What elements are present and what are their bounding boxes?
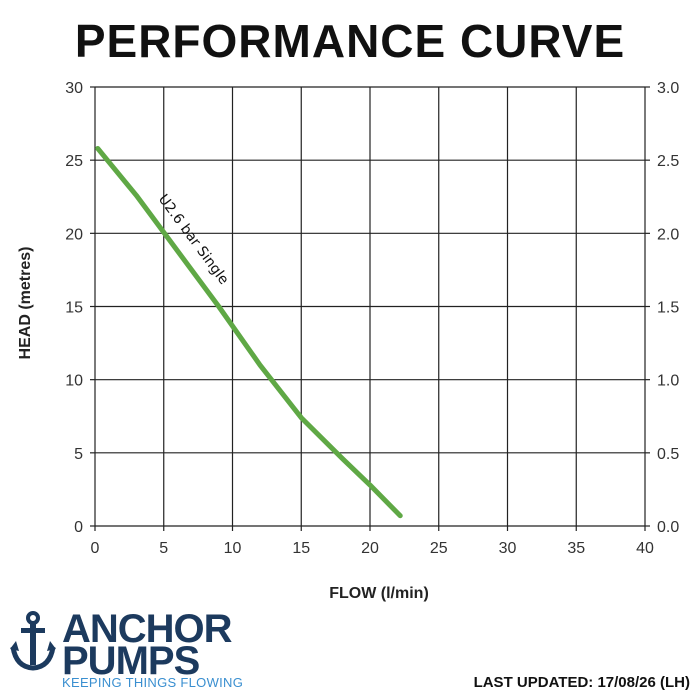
y-tick-label-right: 1.5 — [657, 300, 679, 317]
x-tick-label: 25 — [430, 540, 448, 557]
x-tick-label: 5 — [159, 540, 168, 557]
x-tick-label: 10 — [224, 540, 242, 557]
chart-grid — [90, 86, 650, 531]
page-title: PERFORMANCE CURVE — [74, 15, 626, 67]
y-tick-label-left: 25 — [65, 153, 83, 170]
y-tick-label-right: 1.0 — [657, 373, 679, 390]
y-tick-label-left: 20 — [65, 226, 83, 243]
y-tick-label-right: 2.0 — [657, 226, 679, 243]
y-tick-label-left: 15 — [65, 300, 83, 317]
logo-tagline: KEEPING THINGS FLOWING — [62, 675, 244, 690]
y-tick-label-right: 0.0 — [657, 519, 679, 536]
y-tick-label-left: 5 — [74, 446, 83, 463]
company-logo: ANCHOR PUMPS KEEPING THINGS FLOWING — [10, 605, 270, 695]
series-line — [95, 145, 403, 519]
x-tick-label: 35 — [567, 540, 585, 557]
x-tick-label: 20 — [361, 540, 379, 557]
y-tick-labels-right: 0.0 0.5 1.0 1.5 2.0 2.5 3.0 — [657, 80, 679, 536]
last-updated-text: LAST UPDATED: 17/08/26 (LH) — [473, 674, 690, 691]
logo-line-2: PUMPS — [62, 639, 200, 683]
x-tick-label: 0 — [91, 540, 100, 557]
x-tick-label: 15 — [292, 540, 310, 557]
x-tick-label: 40 — [636, 540, 654, 557]
logo-line-1: ANCHOR — [62, 607, 233, 651]
y-tick-label-left: 30 — [65, 80, 83, 97]
y-tick-label-left: 0 — [74, 519, 83, 536]
x-axis-label: FLOW (l/min) — [329, 585, 429, 602]
y-axis-label: HEAD (metres) — [17, 247, 34, 360]
y-tick-label-left: 10 — [65, 373, 83, 390]
x-tick-label: 30 — [499, 540, 517, 557]
anchor-icon — [10, 611, 56, 671]
y-tick-label-right: 2.5 — [657, 153, 679, 170]
x-tick-labels: 0 5 10 15 20 25 30 35 40 — [91, 540, 654, 557]
series-layer — [95, 145, 403, 519]
y-tick-label-right: 0.5 — [657, 446, 679, 463]
y-tick-label-right: 3.0 — [657, 80, 679, 97]
y-tick-labels-left: 0 5 10 15 20 25 30 — [65, 80, 83, 536]
